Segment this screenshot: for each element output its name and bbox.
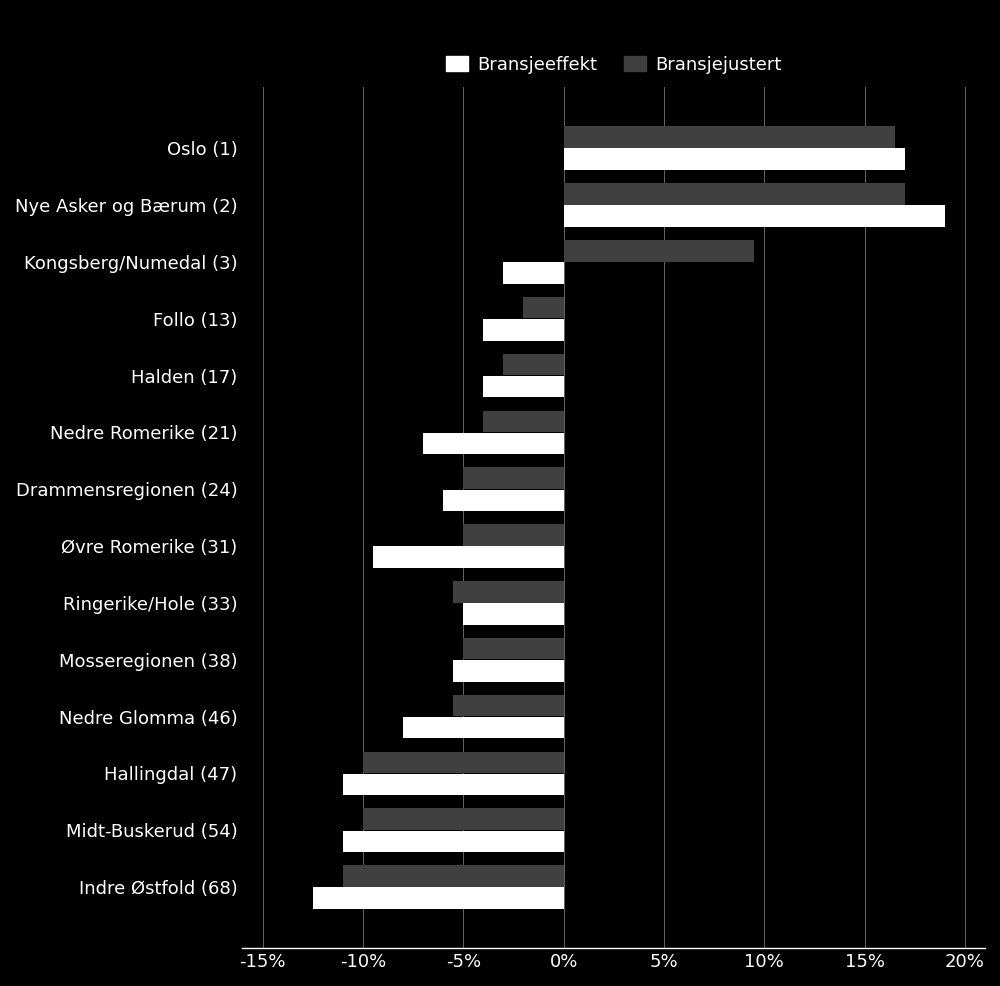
Bar (453, 695, 564, 716)
Bar (503, 354, 564, 376)
Bar (483, 376, 564, 397)
Bar (453, 660, 564, 681)
Bar (443, 489, 564, 511)
Bar (483, 410, 564, 432)
Bar (463, 638, 564, 660)
Bar (363, 809, 564, 830)
Bar (564, 183, 905, 205)
Bar (373, 546, 564, 568)
Bar (564, 126, 895, 148)
Bar (523, 297, 564, 318)
Bar (453, 581, 564, 602)
Bar (343, 774, 564, 796)
Bar (463, 525, 564, 546)
Bar (564, 240, 754, 261)
Bar (564, 205, 945, 227)
Bar (564, 149, 905, 170)
Bar (403, 717, 564, 739)
Bar (503, 262, 564, 284)
Bar (363, 751, 564, 773)
Bar (423, 433, 564, 455)
Legend: Bransjeeffekt, Bransjejustert: Bransjeeffekt, Bransjejustert (439, 49, 788, 81)
Bar (463, 467, 564, 489)
Bar (483, 319, 564, 340)
Bar (343, 830, 564, 852)
Bar (343, 866, 564, 886)
Bar (463, 603, 564, 625)
Bar (313, 887, 564, 909)
